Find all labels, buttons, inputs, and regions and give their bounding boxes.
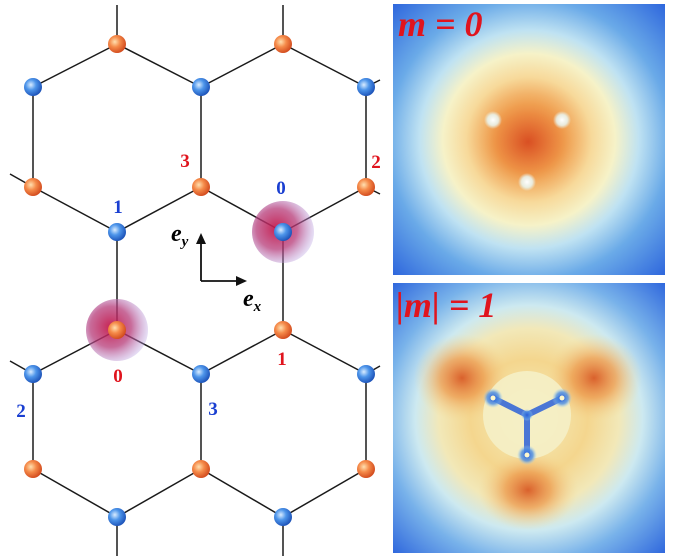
a-site: [357, 460, 375, 478]
bond: [116, 186, 202, 233]
b-site: [357, 365, 375, 383]
ex-label-e: e: [243, 286, 254, 312]
b-site: [108, 508, 126, 526]
a-site: [192, 178, 210, 196]
label-red-2: 2: [371, 152, 381, 173]
density-panel-m1: [393, 283, 665, 553]
label-red-3: 3: [180, 151, 190, 172]
a-site: [274, 35, 292, 53]
panel-m0-title: m = 0: [398, 4, 483, 44]
bond: [200, 468, 284, 518]
label-blue-3: 3: [208, 399, 218, 420]
label-blue-2: 2: [16, 401, 26, 422]
a-site: [24, 178, 42, 196]
ex-label-sub: x: [253, 299, 262, 315]
panel-m0-hole-2: [553, 111, 571, 129]
b-site: [274, 223, 292, 241]
b-site: [24, 78, 42, 96]
bond: [282, 43, 367, 88]
panel-m1-node-center: [521, 409, 533, 421]
panel-m1-dot-bottom: [524, 452, 530, 458]
label-red-0: 0: [113, 366, 123, 387]
a-site: [192, 460, 210, 478]
ey-label: ey: [171, 221, 189, 250]
panel-m1-dot-left: [490, 395, 496, 401]
b-site: [24, 365, 42, 383]
bond: [200, 43, 284, 88]
label-red-1: 1: [277, 349, 287, 370]
a-site: [108, 321, 126, 339]
b-site: [274, 508, 292, 526]
panel-m0-hole-3: [518, 173, 536, 191]
ex-arrowhead: [236, 276, 247, 286]
a-site: [274, 321, 292, 339]
panel-m0-hole-1: [484, 111, 502, 129]
density-panel-m0: [393, 4, 665, 275]
a-site: [24, 460, 42, 478]
ex-label: ex: [243, 286, 262, 315]
ey-label-sub: y: [180, 234, 189, 250]
a-site: [108, 35, 126, 53]
bond: [282, 329, 367, 375]
panel-m1-title: |m| = 1: [396, 285, 496, 325]
b-site: [192, 78, 210, 96]
ey-arrowhead: [196, 233, 206, 244]
site-labels: 0 1 2 3 0 1 2 3: [16, 151, 381, 422]
panel-m1-dot-right: [559, 395, 565, 401]
lattice-sites: [24, 35, 375, 526]
b-site: [192, 365, 210, 383]
a-site: [357, 178, 375, 196]
bond: [200, 329, 284, 375]
b-site: [108, 223, 126, 241]
b-site: [357, 78, 375, 96]
ey-label-e: e: [171, 221, 182, 247]
label-blue-1: 1: [113, 197, 123, 218]
bond: [282, 468, 367, 518]
label-blue-0: 0: [276, 178, 286, 199]
basis-vectors: ex ey: [171, 221, 262, 315]
panel-m1-lobe-bottom: [478, 450, 578, 530]
bond: [116, 43, 202, 88]
bond: [32, 186, 118, 233]
bond: [32, 43, 118, 88]
bond: [32, 468, 118, 518]
bond: [116, 468, 202, 518]
